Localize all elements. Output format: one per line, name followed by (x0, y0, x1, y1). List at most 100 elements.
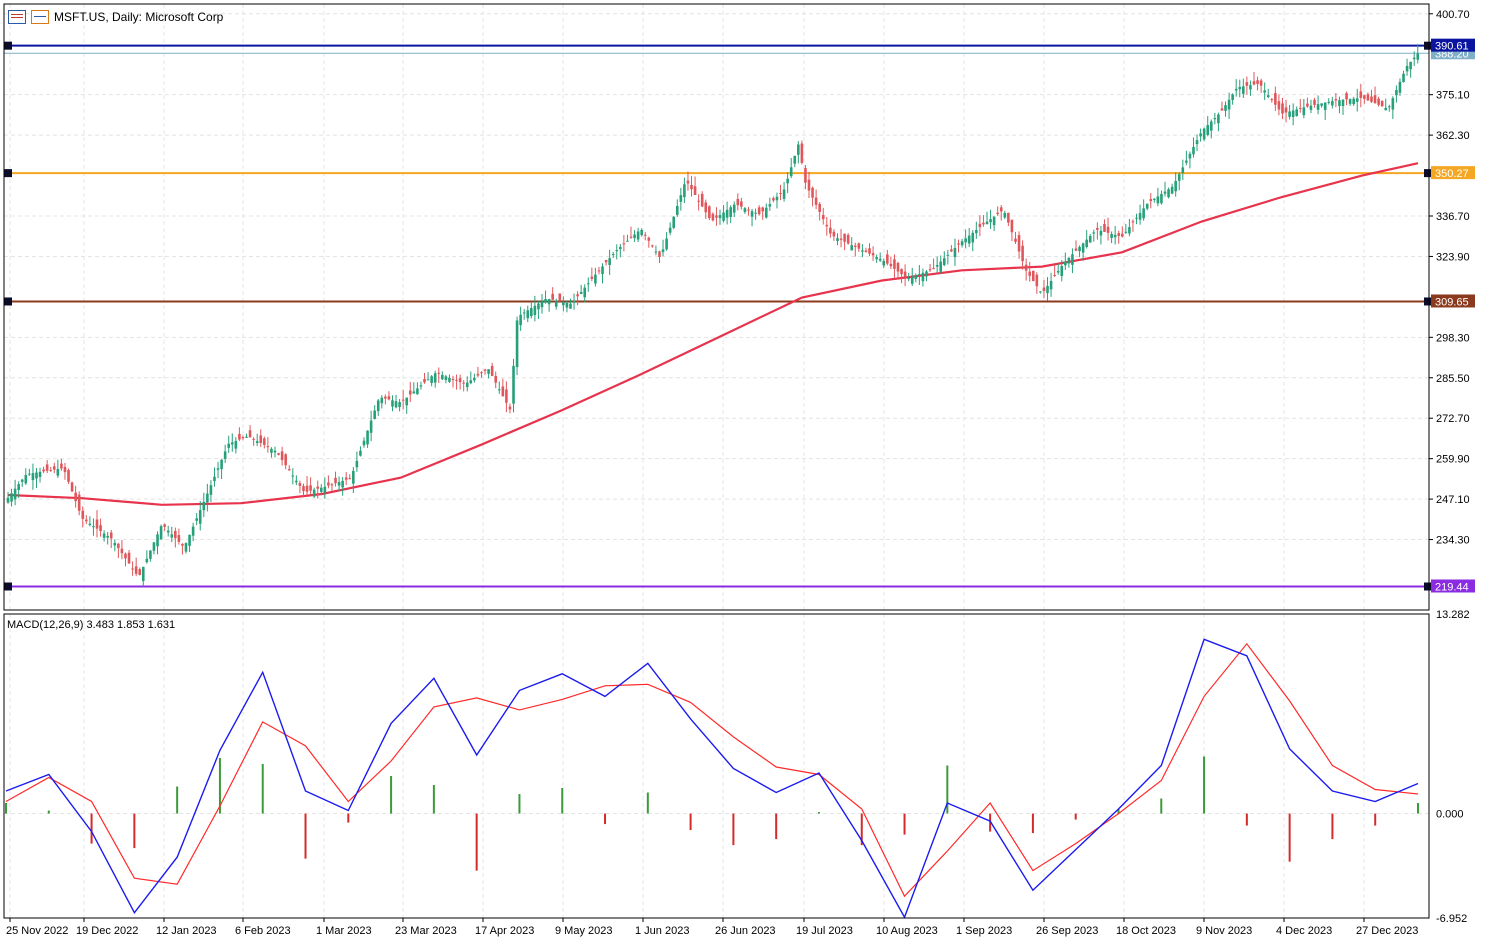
candle (245, 433, 248, 439)
candle-body (1370, 96, 1373, 102)
candle (782, 182, 786, 202)
candle-body (1323, 102, 1327, 110)
level-handle-right[interactable] (1424, 297, 1432, 306)
candle-body (1135, 217, 1138, 219)
candle-body (1220, 108, 1224, 111)
candle-body (586, 283, 590, 285)
candle-body (1306, 103, 1309, 107)
candle-body (106, 535, 109, 538)
candle-body (1092, 232, 1096, 234)
candle (579, 284, 583, 295)
level-handle-right[interactable] (1424, 582, 1432, 591)
candle-body (918, 274, 921, 276)
candle-body (408, 390, 412, 395)
candle (35, 468, 38, 489)
candle (857, 242, 861, 252)
candle (508, 403, 512, 414)
level-handle-left[interactable] (4, 41, 12, 50)
candle (437, 367, 441, 383)
candle (1416, 43, 1420, 64)
candle (672, 216, 676, 230)
level-handle-right[interactable] (1424, 41, 1432, 50)
candle-body (284, 454, 287, 466)
chart-window-icon[interactable] (8, 10, 26, 24)
candle (967, 227, 971, 248)
candle-body (362, 440, 366, 446)
candle (401, 389, 405, 410)
price-tick-label: 234.30 (1436, 535, 1470, 547)
candle (622, 234, 626, 252)
candle (757, 205, 761, 216)
price-grid (4, 4, 1429, 610)
candle (832, 229, 836, 241)
candle (170, 526, 174, 543)
candle (127, 550, 131, 564)
candle (971, 230, 975, 252)
candle-body (263, 438, 266, 445)
candle-body (305, 485, 309, 492)
macd-axis: 13.282 0.000 -6.952 (1436, 609, 1470, 925)
candle (512, 358, 515, 413)
candle-body (1373, 95, 1377, 104)
candle-body (1138, 213, 1142, 220)
candle (17, 481, 20, 498)
candle (583, 284, 587, 303)
candle (996, 206, 999, 216)
candle (273, 446, 277, 458)
candle (843, 233, 846, 251)
candle (1103, 219, 1106, 233)
candle (277, 452, 280, 456)
candle (903, 264, 907, 287)
candle-body (252, 438, 255, 440)
candle-body (277, 453, 280, 455)
candle-body (1391, 98, 1395, 110)
candle (1092, 229, 1096, 242)
candle (20, 478, 24, 487)
candle (1081, 242, 1085, 261)
candle-body (1380, 100, 1384, 107)
candle (330, 482, 334, 492)
candle (732, 201, 736, 217)
horizontal-levels[interactable] (4, 41, 1432, 591)
level-handle-right[interactable] (1424, 169, 1432, 178)
candle-body (1209, 121, 1213, 131)
symbol-properties-icon[interactable] (31, 10, 49, 24)
candle (661, 239, 665, 257)
moving-average-layer (7, 162, 1419, 506)
candle (1266, 88, 1270, 99)
candle-body (754, 212, 757, 214)
candle-body (565, 302, 569, 308)
time-tick-label: 17 Apr 2023 (475, 925, 534, 937)
candle (433, 370, 437, 388)
candle-body (1202, 128, 1206, 140)
level-handle-left[interactable] (4, 297, 12, 306)
candle-body (344, 477, 348, 480)
candle-body (1206, 125, 1210, 135)
candle-body (1021, 245, 1024, 262)
candle (861, 244, 864, 258)
candle-body (373, 410, 376, 419)
candle-body (590, 276, 594, 279)
candle (1402, 70, 1405, 83)
candle-body (1416, 53, 1420, 60)
candle-body (875, 257, 878, 260)
candle-body (957, 243, 960, 245)
candle-body (1213, 118, 1217, 120)
candle (181, 543, 184, 555)
candle-body (950, 249, 953, 252)
candle-body (846, 234, 850, 244)
candle-body (594, 274, 597, 284)
candle-body (109, 532, 113, 539)
level-handle-left[interactable] (4, 582, 12, 591)
candle-body (558, 293, 562, 302)
candle (10, 488, 13, 507)
candle-body (811, 187, 814, 198)
candle-body (740, 201, 743, 207)
candle (106, 531, 109, 545)
candle (907, 272, 910, 282)
candle-body (113, 542, 117, 546)
level-handle-left[interactable] (4, 169, 12, 178)
candle (1049, 272, 1053, 297)
candle (779, 184, 782, 201)
